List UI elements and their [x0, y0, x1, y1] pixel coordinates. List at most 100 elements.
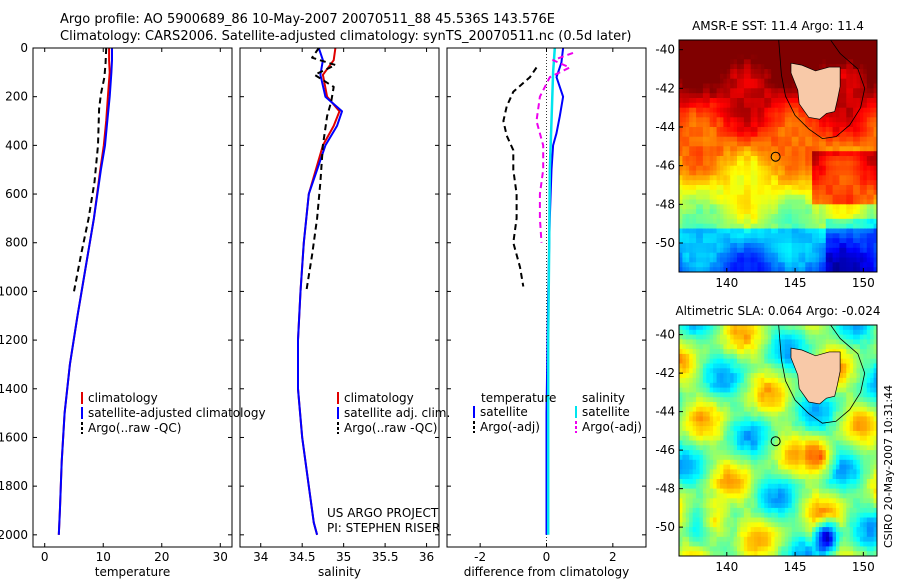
- map-cell: [801, 243, 806, 249]
- map-cell: [812, 426, 817, 432]
- map-cell: [849, 151, 854, 157]
- map-cell: [825, 512, 830, 519]
- map-cell: [747, 325, 752, 331]
- map-cell: [815, 64, 820, 70]
- map-cell: [842, 44, 847, 51]
- map-cell: [696, 387, 701, 393]
- map-cell: [863, 247, 868, 254]
- map-cell: [832, 185, 837, 191]
- map-cell: [846, 141, 851, 147]
- map-cell: [689, 334, 694, 340]
- map-cell: [829, 325, 834, 331]
- map-cell: [774, 459, 779, 466]
- map-cell: [778, 464, 782, 470]
- map-cell: [778, 498, 782, 504]
- map-cell: [723, 536, 728, 543]
- map-cell: [808, 238, 813, 244]
- map-cell: [836, 151, 840, 157]
- map-cell: [764, 88, 769, 94]
- map-cell: [699, 252, 704, 259]
- map-cell: [730, 382, 735, 389]
- map-cell: [767, 402, 772, 408]
- map-cell: [713, 54, 718, 60]
- map-cell: [689, 536, 694, 543]
- map-cell: [839, 247, 844, 254]
- map-cell: [709, 373, 714, 379]
- map-cell: [798, 54, 803, 60]
- map-cell: [839, 146, 844, 152]
- map-cell: [778, 329, 782, 336]
- map-cell: [767, 421, 772, 427]
- map-cell: [863, 102, 868, 109]
- map-cell: [702, 474, 707, 480]
- map-cell: [702, 368, 707, 374]
- map-cell: [699, 464, 704, 470]
- map-cell: [829, 199, 834, 205]
- map-cell: [863, 165, 868, 172]
- map-cell: [696, 450, 701, 456]
- map-cell: [692, 430, 697, 437]
- map-cell: [723, 127, 728, 133]
- map-cell: [870, 175, 875, 181]
- map-cell: [819, 421, 823, 427]
- map-cell: [757, 44, 762, 51]
- map-cell: [740, 363, 745, 369]
- map-cell: [743, 421, 748, 427]
- map-cell: [685, 151, 690, 157]
- map-cell: [812, 170, 817, 176]
- map-cell: [709, 267, 714, 272]
- map-cell: [692, 73, 697, 80]
- map-cell: [709, 54, 714, 60]
- map-cell: [774, 59, 779, 65]
- map-cell: [737, 73, 741, 80]
- map-cell: [767, 238, 772, 244]
- map-cell: [791, 426, 796, 432]
- map-cell: [713, 160, 718, 167]
- map-cell: [754, 204, 759, 210]
- map-cell: [696, 541, 701, 547]
- map-cell: [747, 165, 752, 172]
- map-cell: [832, 131, 837, 138]
- map-cell: [812, 40, 817, 46]
- map-cell: [788, 112, 793, 118]
- map-cell: [750, 546, 755, 552]
- map-cell: [798, 185, 803, 191]
- map-cell: [801, 160, 806, 167]
- map-cell: [808, 325, 813, 331]
- map-cell: [764, 44, 769, 51]
- map-cell: [723, 185, 728, 191]
- map-cell: [757, 194, 762, 201]
- map-cell: [716, 83, 721, 89]
- map-cell: [839, 73, 844, 80]
- map-cell: [723, 98, 728, 104]
- map-cell: [873, 141, 877, 147]
- map-cell: [699, 64, 704, 70]
- map-cell: [784, 238, 789, 244]
- map-cell: [747, 127, 752, 133]
- map-cell: [706, 377, 711, 384]
- map-cell: [795, 170, 800, 176]
- map-cell: [764, 165, 769, 172]
- map-cell: [720, 218, 724, 225]
- map-cell: [815, 493, 820, 499]
- map-cell: [781, 469, 786, 475]
- map-cell: [713, 334, 718, 340]
- map-cell: [849, 252, 854, 259]
- map-cell: [682, 349, 687, 355]
- map-cell: [730, 160, 735, 167]
- map-cell: [842, 238, 847, 244]
- map-cell: [798, 507, 803, 514]
- map-cell: [805, 247, 810, 254]
- map-cell: [760, 406, 765, 413]
- map-cell: [829, 479, 834, 485]
- map-cell: [713, 474, 718, 480]
- map-cell: [709, 479, 714, 485]
- map-cell: [723, 93, 728, 99]
- map-cell: [757, 88, 762, 94]
- map-cell: [822, 49, 827, 56]
- map-cell: [760, 223, 765, 230]
- map-cell: [716, 411, 721, 417]
- map-cell: [720, 165, 724, 172]
- map-cell: [839, 238, 844, 244]
- map-cell: [815, 517, 820, 523]
